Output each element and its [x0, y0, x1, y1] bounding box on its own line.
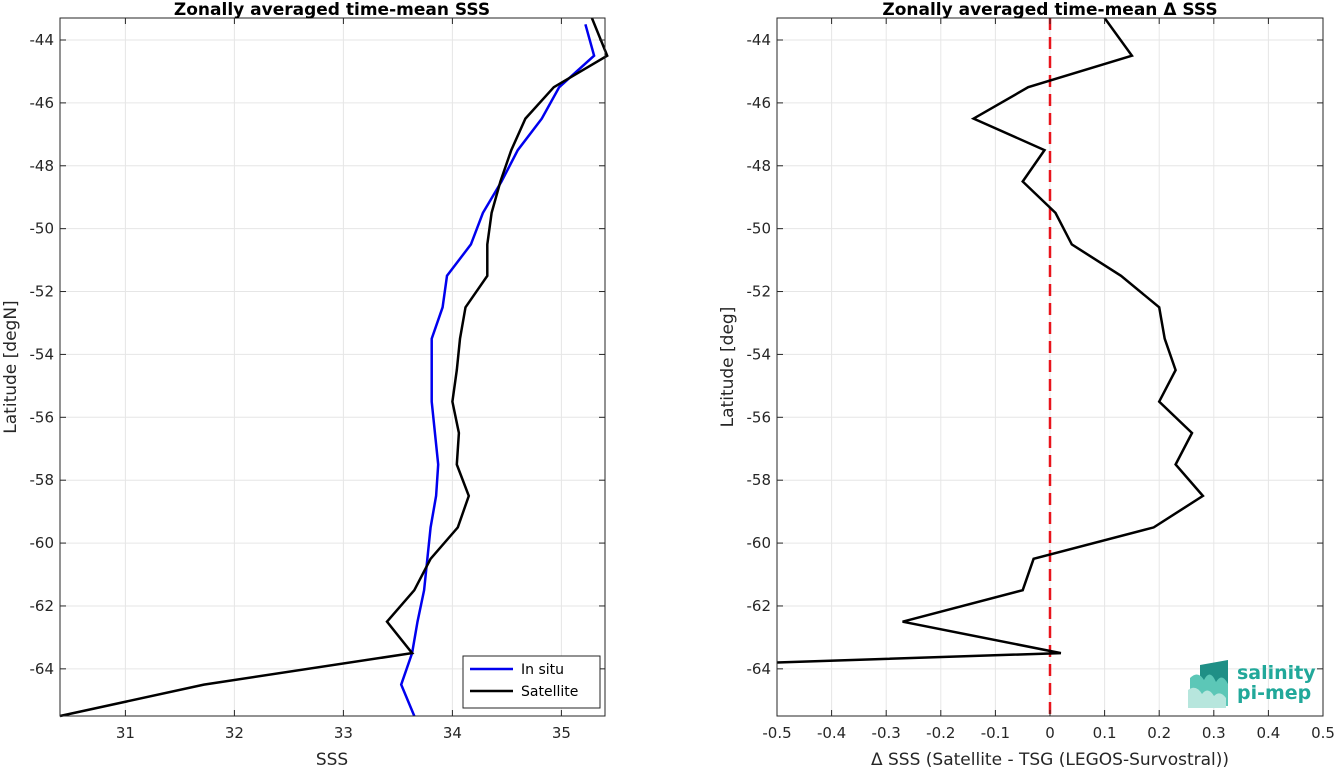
- x-tick-label: 0.4: [1256, 724, 1280, 742]
- x-tick-label: 34: [443, 724, 462, 742]
- logo-wave-icon: [1188, 660, 1228, 708]
- y-tick-label: -50: [747, 220, 772, 238]
- y-axis-label-sss: Latitude [degN]: [1, 300, 21, 433]
- x-tick-label: 33: [334, 724, 353, 742]
- ticks-delta-sss: -0.5 -0.4 -0.3 -0.2 -0.1 0 0.1 0.2 0.3 0.4 0.5 -44 -…: [747, 18, 1335, 742]
- x-tick-label: 0.3: [1202, 724, 1226, 742]
- x-tick-label: -0.3: [872, 724, 901, 742]
- y-tick-label: -52: [30, 283, 55, 301]
- x-tick-label: 31: [116, 724, 135, 742]
- y-tick-label: -50: [30, 220, 55, 238]
- series-sss: [59, 17, 609, 718]
- plot-area-sss: [60, 18, 605, 716]
- y-tick-label: -58: [30, 471, 55, 489]
- y-tick-label: -58: [747, 471, 772, 489]
- y-tick-label: -60: [747, 534, 772, 552]
- y-tick-label: -52: [747, 283, 772, 301]
- y-tick-label: -60: [30, 534, 55, 552]
- chart-title-delta-sss: Zonally averaged time-mean Δ SSS: [882, 0, 1217, 20]
- y-tick-label: -44: [747, 31, 772, 49]
- x-tick-label: 35: [552, 724, 571, 742]
- series-line-delta-sss-0: [776, 17, 1205, 664]
- x-tick-label: 0: [1045, 724, 1055, 742]
- x-tick-label: 0.1: [1093, 724, 1117, 742]
- y-tick-label: -44: [30, 31, 55, 49]
- panel-delta-sss: -0.5 -0.4 -0.3 -0.2 -0.1 0 0.1 0.2 0.3 0.4 0.5 -44 -…: [718, 0, 1335, 769]
- panel-sss: 31 32 33 34 35 -44 -46 -48 -50 -52 -54 -56 -58 -60 -62…: [1, 0, 609, 769]
- legend-label-satellite: Satellite: [521, 684, 578, 700]
- series-line-in-situ: [399, 23, 596, 717]
- x-tick-label: -0.1: [981, 724, 1010, 742]
- x-axis-label-sss: SSS: [316, 750, 348, 769]
- x-tick-label: -0.4: [817, 724, 846, 742]
- x-tick-label: 32: [225, 724, 244, 742]
- chart-title-sss: Zonally averaged time-mean SSS: [174, 0, 490, 20]
- series-line-satellite: [59, 17, 609, 718]
- x-tick-label: -0.5: [762, 724, 791, 742]
- x-tick-label: -0.2: [926, 724, 955, 742]
- logo-text-pimep: pi-mep: [1237, 682, 1311, 704]
- axes-box-sss: [59, 17, 606, 717]
- y-tick-label: -62: [30, 597, 55, 615]
- x-tick-label: 0.2: [1147, 724, 1171, 742]
- y-tick-label: -46: [30, 94, 55, 112]
- ticks-sss: 31 32 33 34 35 -44 -46 -48 -50 -52 -54 -56 -58 -60 -62…: [30, 18, 605, 742]
- y-tick-label: -46: [747, 94, 772, 112]
- grid-sss: [60, 18, 605, 716]
- x-axis-label-delta-sss: Δ SSS (Satellite - TSG (LEGOS-Survostral…: [871, 750, 1229, 769]
- salinity-pimep-logo: salinity pi-mep: [1188, 660, 1316, 708]
- series-delta-sss: [776, 17, 1205, 664]
- y-tick-label: -48: [30, 157, 55, 175]
- logo-text-salinity: salinity: [1237, 662, 1316, 684]
- y-tick-label: -64: [747, 660, 772, 678]
- y-tick-label: -56: [30, 408, 55, 426]
- y-tick-label: -64: [30, 660, 55, 678]
- legend-label-in-situ: In situ: [521, 662, 564, 678]
- y-axis-label-delta-sss: Latitude [deg]: [718, 307, 738, 428]
- legend-box: [462, 655, 601, 709]
- legend: In situ Satellite: [462, 655, 601, 709]
- y-tick-label: -56: [747, 408, 772, 426]
- y-tick-label: -54: [747, 345, 772, 363]
- x-tick-label: 0.5: [1311, 724, 1335, 742]
- y-tick-label: -48: [747, 157, 772, 175]
- y-tick-label: -62: [747, 597, 772, 615]
- y-tick-label: -54: [30, 345, 55, 363]
